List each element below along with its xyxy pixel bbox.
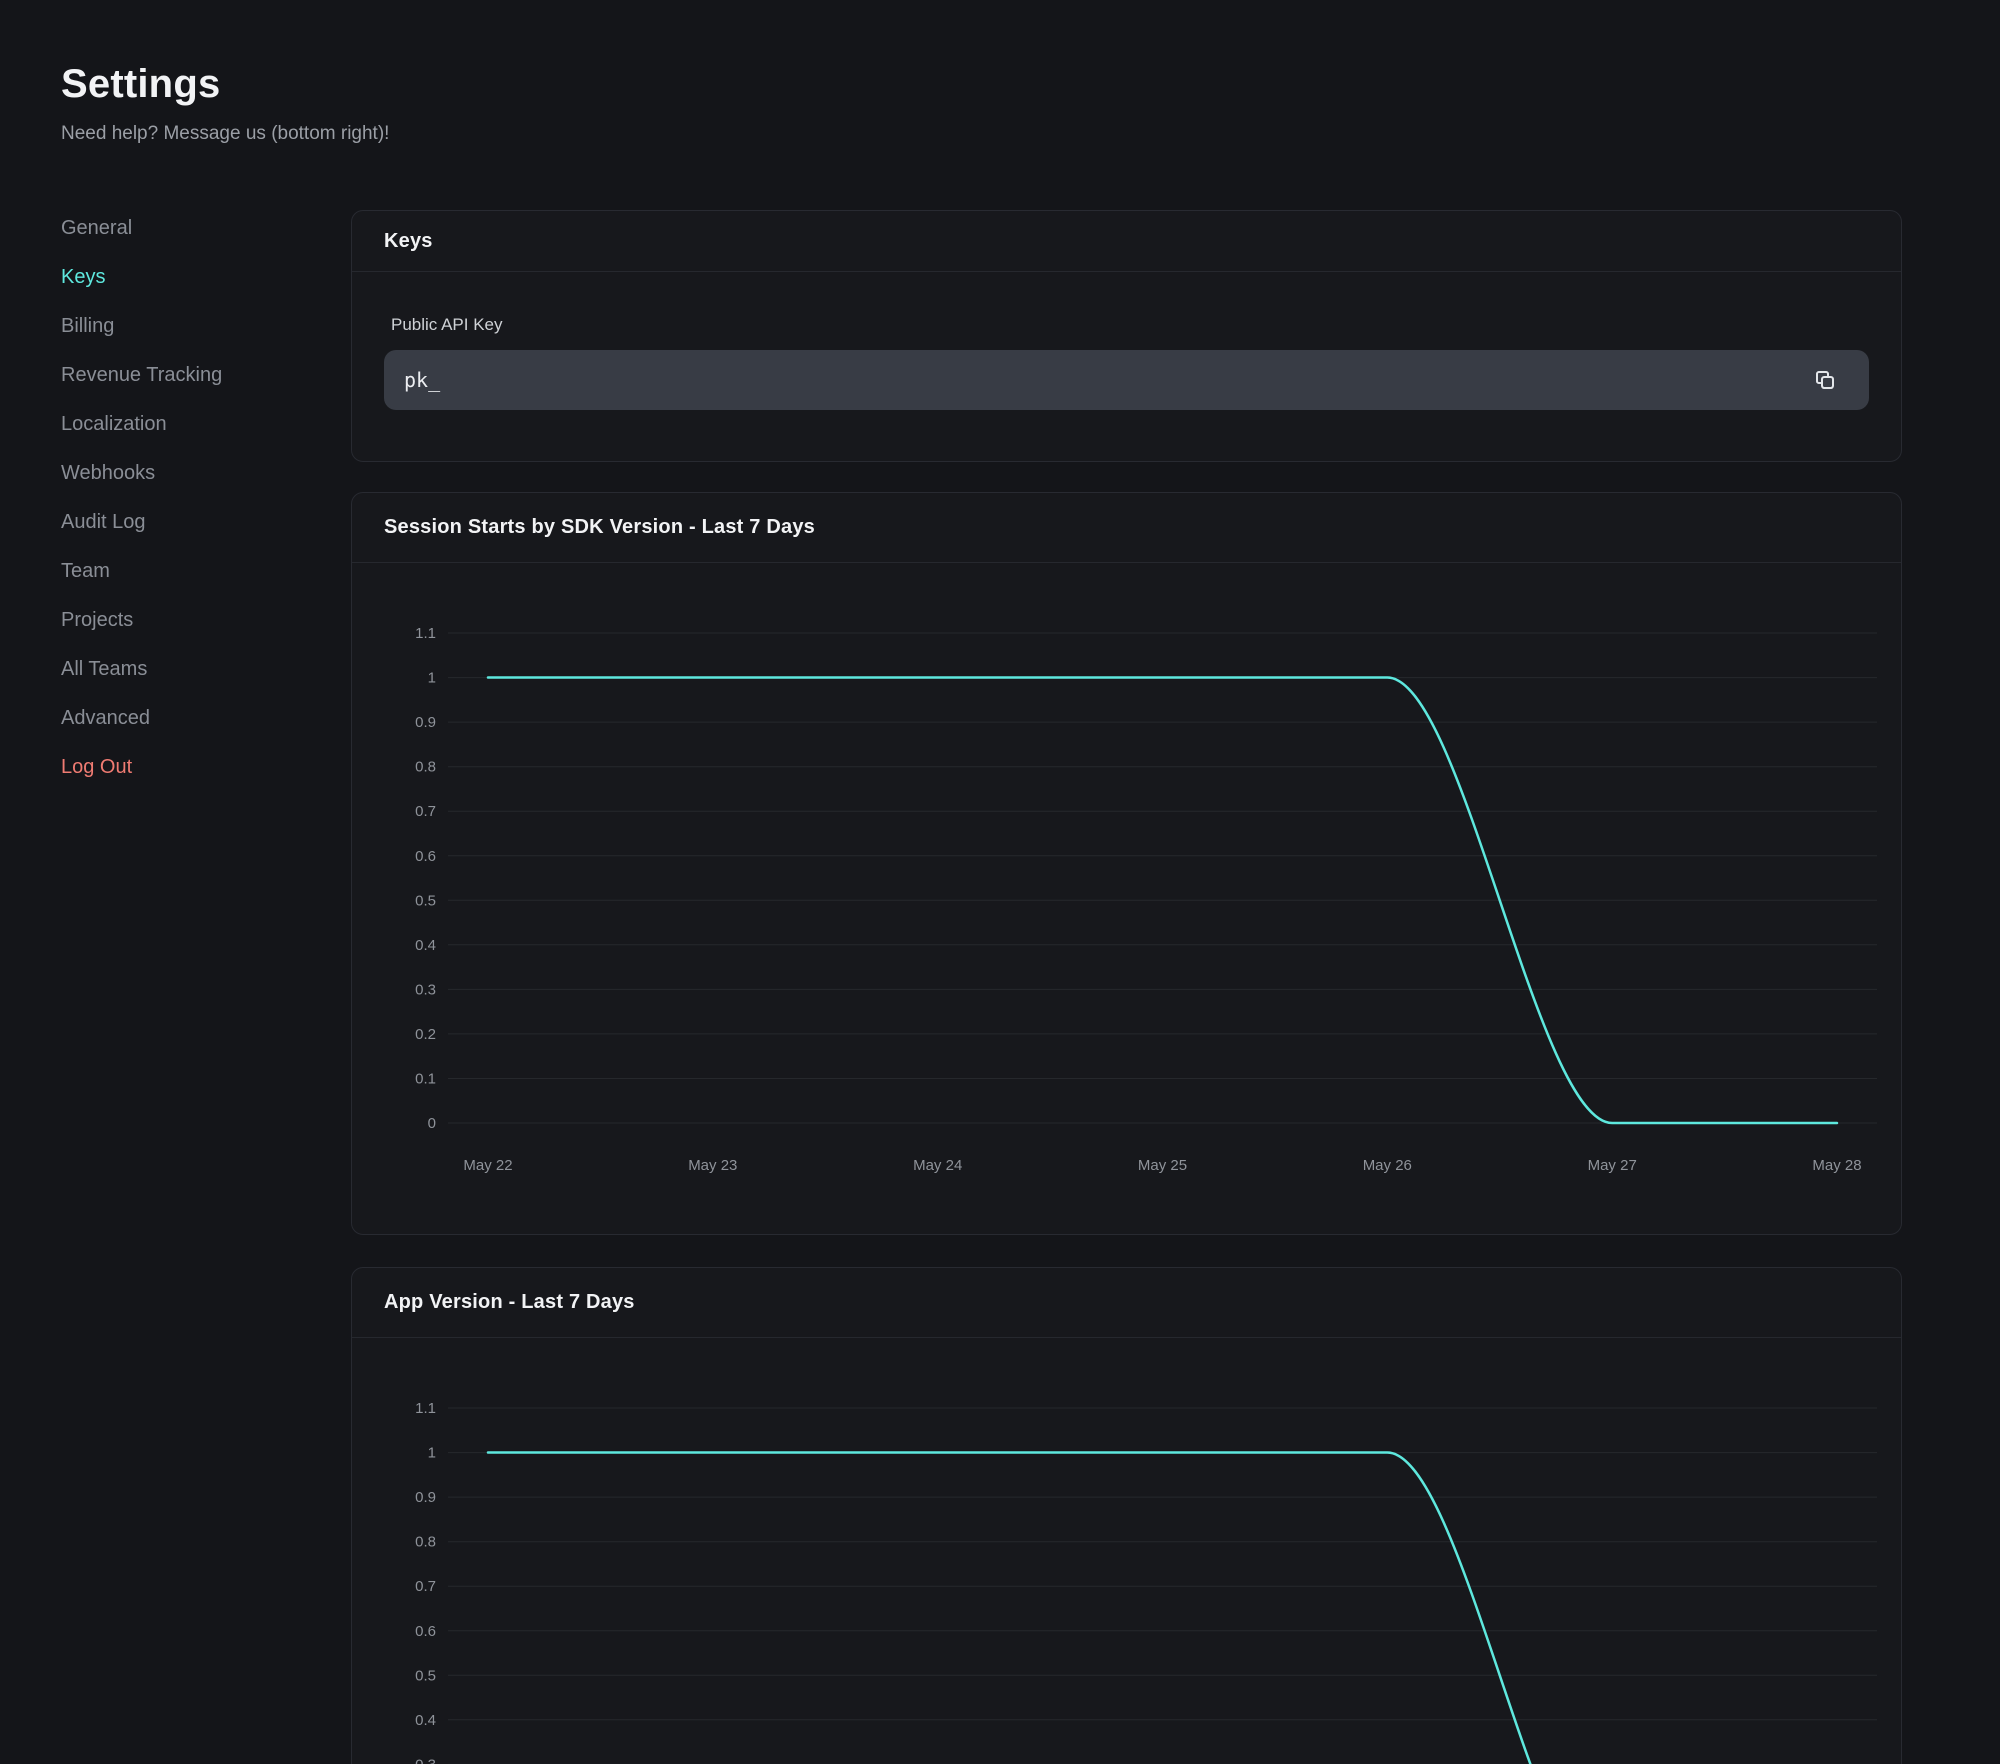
sdk-version-chart: 1.1 1 0.9 0.8 0.7 0.6 0.5 0.4 0.3 0.2 0.1 0 May 22 Ma… xyxy=(415,625,1877,1174)
y-tick-label: 1 xyxy=(428,670,436,687)
x-tick-label: May 24 xyxy=(913,1157,962,1174)
sdk-version-chart-card: Session Starts by SDK Version - Last 7 D… xyxy=(351,492,1902,1235)
y-tick-label: 0.4 xyxy=(415,1712,436,1729)
page-title: Settings xyxy=(61,62,221,106)
sidebar-item-team[interactable]: Team xyxy=(61,560,110,582)
sidebar-item-audit-log[interactable]: Audit Log xyxy=(61,511,146,533)
sidebar: General Keys Billing Revenue Tracking Lo… xyxy=(61,204,291,792)
sdk-version-chart-header: Session Starts by SDK Version - Last 7 D… xyxy=(352,493,1901,563)
public-api-key-label: Public API Key xyxy=(391,315,503,334)
y-tick-label: 0.5 xyxy=(415,1667,436,1684)
y-tick-label: 0.1 xyxy=(415,1071,436,1088)
y-tick-label: 0.8 xyxy=(415,759,436,776)
y-tick-label: 1.1 xyxy=(415,1400,436,1417)
keys-card-header: Keys xyxy=(352,211,1901,272)
keys-card-title: Keys xyxy=(384,229,433,252)
y-tick-label: 0.6 xyxy=(415,848,436,865)
public-api-key-input[interactable] xyxy=(384,350,1869,410)
sidebar-item-all-teams[interactable]: All Teams xyxy=(61,658,148,680)
series-line xyxy=(486,1451,1532,1764)
x-tick-label: May 28 xyxy=(1812,1157,1861,1174)
sidebar-item-webhooks[interactable]: Webhooks xyxy=(61,462,156,484)
series-line xyxy=(486,676,1839,1125)
keys-card: Keys Public API Key xyxy=(351,210,1902,462)
y-tick-label: 0.3 xyxy=(415,981,436,998)
sidebar-item-localization[interactable]: Localization xyxy=(61,413,167,435)
sidebar-item-projects[interactable]: Projects xyxy=(61,609,134,631)
sidebar-item-keys[interactable]: Keys xyxy=(61,266,106,288)
x-tick-label: May 22 xyxy=(463,1157,512,1174)
y-tick-label: 0.5 xyxy=(415,892,436,909)
x-tick-label: May 27 xyxy=(1588,1157,1637,1174)
x-tick-label: May 23 xyxy=(688,1157,737,1174)
sdk-version-chart-title: Session Starts by SDK Version - Last 7 D… xyxy=(384,516,815,538)
y-tick-label: 0.8 xyxy=(415,1534,436,1551)
y-tick-label: 0.2 xyxy=(415,1026,436,1043)
copy-icon xyxy=(1816,371,1834,389)
y-tick-label: 1.1 xyxy=(415,625,436,642)
y-tick-label: 0.9 xyxy=(415,714,436,731)
sidebar-item-advanced[interactable]: Advanced xyxy=(61,707,150,729)
copy-button[interactable] xyxy=(1807,362,1843,398)
page-header: Settings Need help? Message us (bottom r… xyxy=(61,62,389,145)
y-tick-label: 0.3 xyxy=(415,1756,436,1764)
app-version-chart-title: App Version - Last 7 Days xyxy=(384,1291,635,1313)
y-tick-label: 0.7 xyxy=(415,1578,436,1595)
sidebar-item-billing[interactable]: Billing xyxy=(61,315,115,337)
app-version-chart-header: App Version - Last 7 Days xyxy=(352,1268,1901,1338)
sidebar-item-log-out[interactable]: Log Out xyxy=(61,756,133,778)
y-tick-label: 0.7 xyxy=(415,803,436,820)
y-tick-label: 0.6 xyxy=(415,1623,436,1640)
y-tick-label: 0.4 xyxy=(415,937,436,954)
page-subtitle: Need help? Message us (bottom right)! xyxy=(61,123,390,144)
sidebar-item-revenue-tracking[interactable]: Revenue Tracking xyxy=(61,364,223,386)
y-tick-label: 0.9 xyxy=(415,1489,436,1506)
y-tick-label: 1 xyxy=(428,1445,436,1462)
y-tick-label: 0 xyxy=(428,1115,436,1132)
public-api-key-field xyxy=(384,350,1869,410)
sidebar-item-general[interactable]: General xyxy=(61,217,133,239)
keys-card-body: Public API Key xyxy=(352,272,1901,410)
app-version-chart-card: App Version - Last 7 Days 1.1 1 0.9 0.8 0.7 0… xyxy=(351,1267,1902,1764)
x-tick-label: May 25 xyxy=(1138,1157,1187,1174)
x-tick-label: May 26 xyxy=(1363,1157,1412,1174)
